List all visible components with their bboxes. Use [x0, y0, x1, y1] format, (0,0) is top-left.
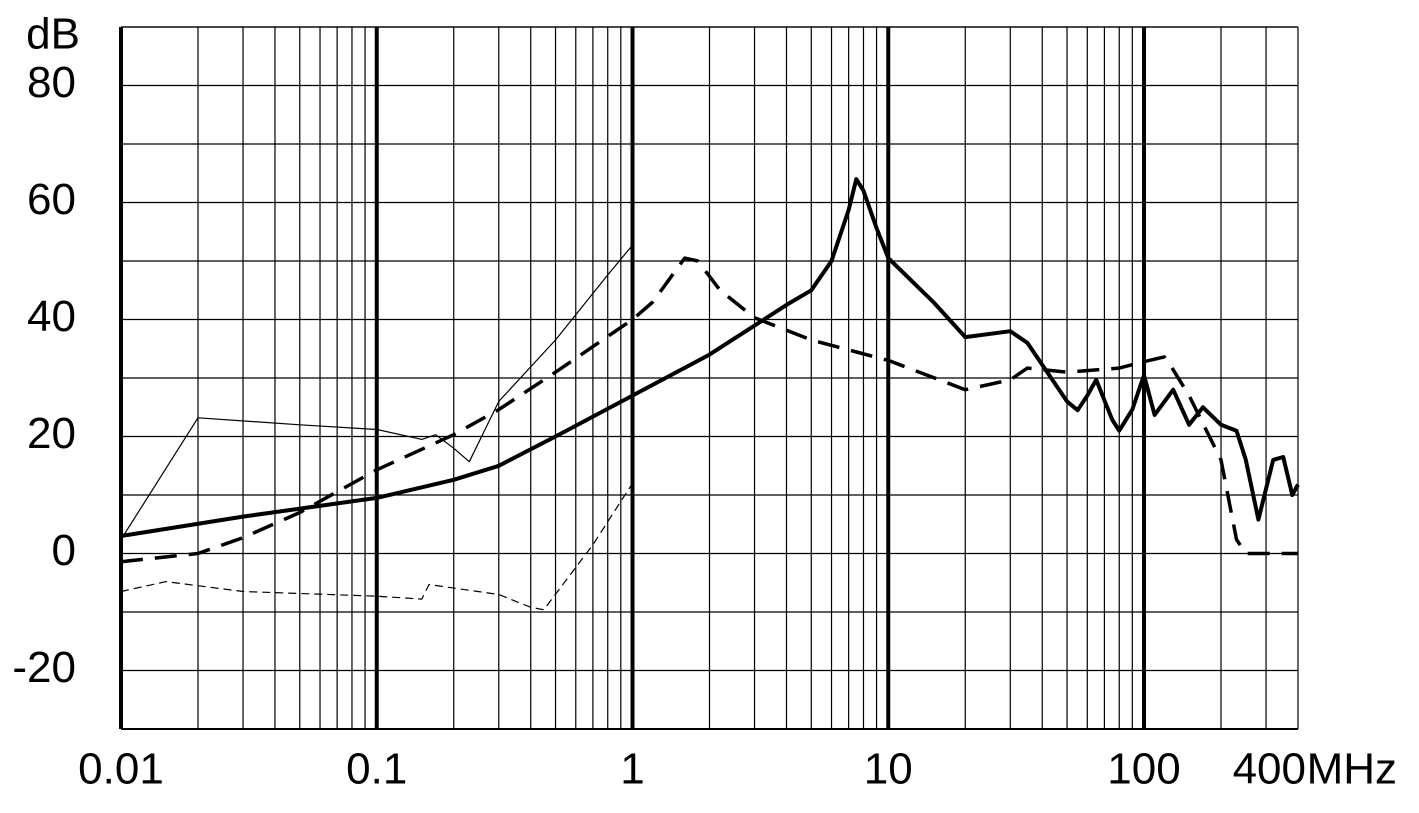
y-tick-label: 20: [27, 409, 76, 458]
x-tick-label: 0.01: [78, 745, 164, 794]
y-tick-label: 40: [27, 292, 76, 341]
y-tick-label: 60: [27, 175, 76, 224]
x-tick-label: 100: [1107, 745, 1180, 794]
x-tick-label: 10: [864, 745, 913, 794]
y-tick-label: 0: [52, 526, 76, 575]
y-tick-label: -20: [12, 643, 76, 692]
x-axis-label: MHz: [1307, 745, 1397, 794]
x-tick-label: 1: [620, 745, 644, 794]
x-tick-label: 0.1: [346, 745, 407, 794]
y-axis-label: dB: [26, 10, 80, 59]
data-line: [120, 482, 634, 611]
x-tick-label: 400: [1233, 745, 1306, 794]
data-line: [120, 177, 1300, 538]
data-line: [120, 256, 1298, 564]
data-line: [120, 244, 633, 540]
y-tick-label: 80: [27, 58, 76, 107]
